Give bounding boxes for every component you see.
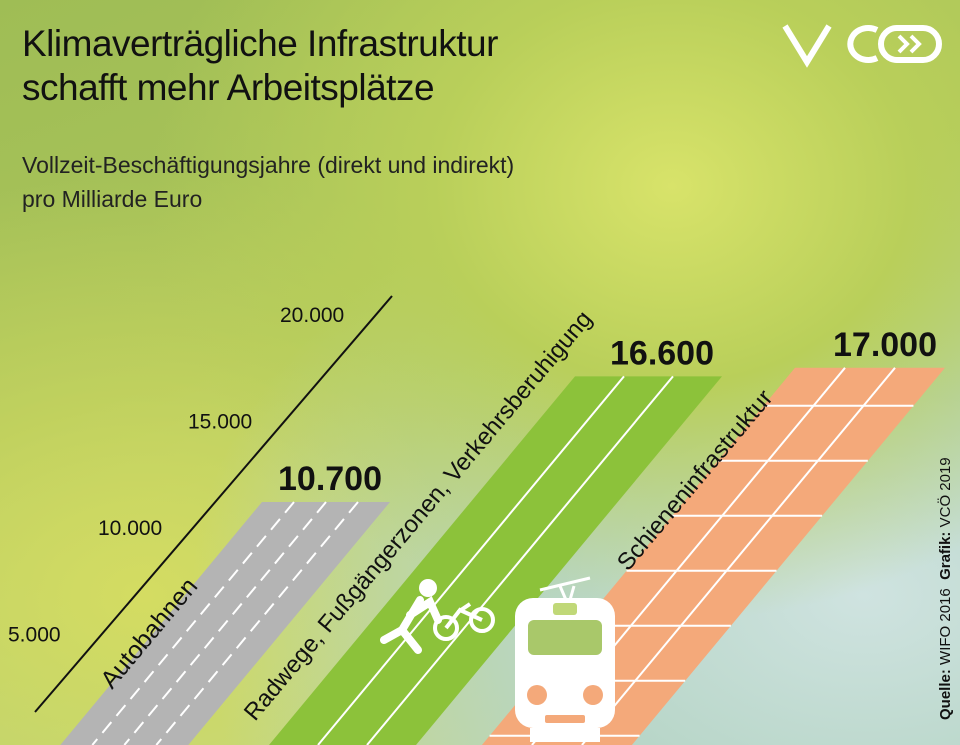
subtitle-line-1: Vollzeit-Beschäftigungsjahre (direkt und… bbox=[22, 152, 515, 178]
title-line-1: Klimaverträgliche Infrastruktur bbox=[22, 23, 498, 64]
y-axis bbox=[34, 295, 393, 713]
subtitle: Vollzeit-Beschäftigungsjahre (direkt und… bbox=[22, 148, 514, 216]
y-tick-label: 10.000 bbox=[98, 517, 162, 540]
pedestrian-icon bbox=[380, 579, 442, 654]
lane-line bbox=[317, 375, 625, 745]
value-label: 17.000 bbox=[833, 326, 937, 364]
vco-logo bbox=[781, 20, 946, 73]
tram-icon bbox=[515, 576, 615, 742]
bar-radwege bbox=[269, 376, 722, 745]
y-tick-label: 15.000 bbox=[188, 410, 252, 433]
value-label: 10.700 bbox=[278, 460, 382, 498]
lane-line bbox=[123, 501, 327, 745]
subtitle-line-2: pro Milliarde Euro bbox=[22, 186, 203, 212]
lane-line bbox=[581, 367, 896, 745]
lane-line bbox=[91, 501, 295, 745]
y-tick-label: 20.000 bbox=[280, 304, 344, 327]
source-value: WIFO 2016 bbox=[937, 588, 954, 665]
lane-line bbox=[155, 501, 359, 745]
graphic-label: Grafik: bbox=[937, 531, 954, 580]
title-line-2: schafft mehr Arbeitsplätze bbox=[22, 67, 435, 108]
graphic-value: VCÖ 2019 bbox=[937, 457, 954, 528]
value-label: 16.600 bbox=[610, 334, 714, 372]
source-note: Quelle: WIFO 2016 Grafik: VCÖ 2019 bbox=[937, 457, 954, 720]
y-tick-label: 5.000 bbox=[8, 623, 61, 646]
page-title: Klimaverträgliche Infrastruktur schafft … bbox=[22, 22, 498, 110]
lane-line bbox=[366, 375, 674, 745]
source-label: Quelle: bbox=[937, 669, 954, 720]
bicycle-icon bbox=[433, 602, 495, 641]
